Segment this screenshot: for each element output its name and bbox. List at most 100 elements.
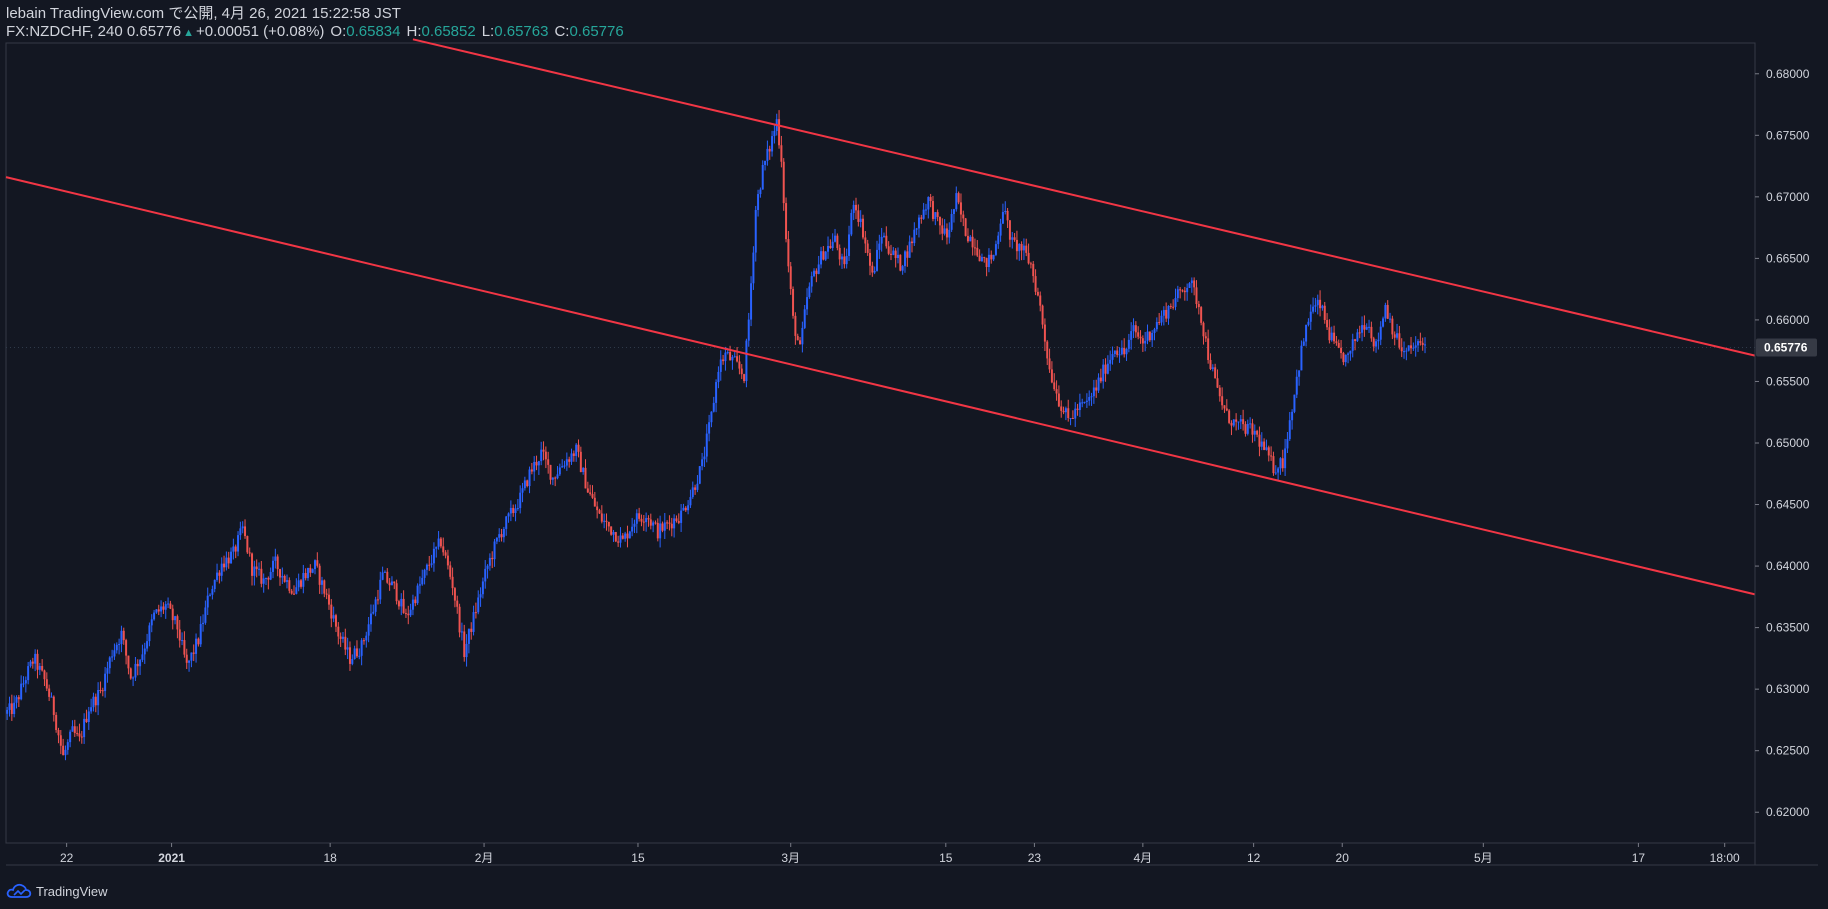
candle-body bbox=[414, 599, 417, 604]
candle-body bbox=[1235, 419, 1238, 422]
candle-body bbox=[495, 537, 498, 542]
candle-body bbox=[197, 638, 200, 645]
candle-body bbox=[908, 241, 911, 258]
candle-body bbox=[1326, 320, 1329, 328]
candle-body bbox=[673, 518, 676, 529]
candle-body bbox=[572, 453, 575, 456]
candle-body bbox=[523, 480, 526, 489]
candle-body bbox=[262, 578, 265, 584]
candle-body bbox=[234, 546, 237, 552]
price-axis-label: 0.67000 bbox=[1766, 190, 1810, 204]
candle-body bbox=[876, 249, 879, 271]
candle-body bbox=[859, 218, 862, 222]
price-axis-label: 0.63000 bbox=[1766, 682, 1810, 696]
candle-body bbox=[104, 673, 107, 692]
candle-body bbox=[458, 606, 461, 633]
candle-body bbox=[899, 254, 902, 271]
candle-body bbox=[551, 477, 554, 480]
candle-body bbox=[1109, 359, 1112, 364]
candle-body bbox=[621, 535, 624, 539]
candle-body bbox=[514, 508, 517, 514]
tradingview-logo[interactable]: TradingView bbox=[6, 881, 108, 901]
candle-body bbox=[162, 606, 165, 610]
candle-body bbox=[209, 594, 212, 596]
candle-body bbox=[670, 523, 673, 529]
candle-body bbox=[927, 197, 930, 210]
candle-body bbox=[652, 522, 655, 526]
candle-body bbox=[1403, 351, 1406, 353]
candle-body bbox=[1069, 417, 1072, 419]
candle-body bbox=[24, 680, 27, 684]
candle-body bbox=[339, 636, 342, 639]
candle-body bbox=[864, 237, 867, 244]
candle-body bbox=[584, 467, 587, 489]
candle-body bbox=[948, 229, 951, 238]
candle-body bbox=[1221, 396, 1224, 406]
candle-body bbox=[449, 565, 452, 577]
candle-body bbox=[8, 703, 11, 710]
time-axis-label: 20 bbox=[1336, 851, 1350, 865]
candle-body bbox=[1118, 354, 1121, 356]
candle-body bbox=[38, 665, 41, 670]
candle-body bbox=[416, 585, 419, 604]
candle-body bbox=[27, 666, 30, 681]
candle-body bbox=[295, 587, 298, 594]
candle-body bbox=[855, 204, 858, 211]
candle-body bbox=[90, 707, 93, 712]
price-axis-label: 0.63500 bbox=[1766, 621, 1810, 635]
candle-body bbox=[411, 599, 414, 610]
candle-body bbox=[843, 256, 846, 265]
candle-body bbox=[703, 456, 706, 460]
candle-body bbox=[176, 616, 179, 630]
candle-body bbox=[1412, 347, 1415, 349]
candle-body bbox=[279, 569, 282, 578]
candle-body bbox=[530, 469, 533, 472]
candle-body bbox=[1190, 280, 1193, 284]
candle-body bbox=[1356, 332, 1359, 341]
candle-body bbox=[306, 567, 309, 579]
channel-line-upper bbox=[412, 38, 1756, 357]
candle-body bbox=[472, 612, 475, 632]
candle-body bbox=[817, 264, 820, 274]
candle-body bbox=[132, 677, 135, 679]
candle-body bbox=[456, 600, 459, 607]
candle-body bbox=[1298, 370, 1301, 377]
candle-body bbox=[973, 247, 976, 249]
candle-body bbox=[1174, 298, 1177, 307]
candle-body bbox=[1251, 423, 1254, 435]
candle-body bbox=[274, 556, 277, 561]
candle-body bbox=[987, 254, 990, 268]
candle-body bbox=[1393, 334, 1396, 338]
candle-body bbox=[255, 566, 258, 570]
candle-body bbox=[365, 635, 368, 641]
time-axis-label: 22 bbox=[60, 851, 74, 865]
candle-body bbox=[17, 697, 20, 700]
channel-lines bbox=[5, 38, 1756, 596]
candle-body bbox=[612, 532, 615, 535]
candle-body bbox=[241, 526, 244, 529]
candle-body bbox=[432, 548, 435, 564]
candle-body bbox=[1344, 354, 1347, 363]
chart-header: lebain TradingView.com で公開, 4月 26, 2021 … bbox=[6, 5, 624, 42]
candle-body bbox=[1363, 325, 1366, 330]
candle-body bbox=[684, 507, 687, 511]
candle-body bbox=[635, 513, 638, 524]
candle-body bbox=[125, 640, 128, 656]
candle-body bbox=[1288, 420, 1291, 440]
time-axis-label: 4月 bbox=[1134, 851, 1153, 865]
candle-body bbox=[1050, 369, 1053, 383]
candle-body bbox=[885, 235, 888, 247]
price-axis-label: 0.67500 bbox=[1766, 128, 1810, 142]
candle-body bbox=[139, 659, 142, 667]
candle-body bbox=[1225, 408, 1228, 411]
candle-body bbox=[1279, 458, 1282, 469]
candle-body bbox=[155, 609, 158, 613]
candle-body bbox=[146, 641, 149, 649]
candle-body bbox=[141, 654, 144, 660]
candle-body bbox=[409, 609, 412, 616]
candle-body bbox=[421, 577, 424, 585]
candle-body bbox=[293, 593, 296, 595]
candle-body bbox=[1321, 305, 1324, 309]
candle-body bbox=[169, 603, 172, 609]
